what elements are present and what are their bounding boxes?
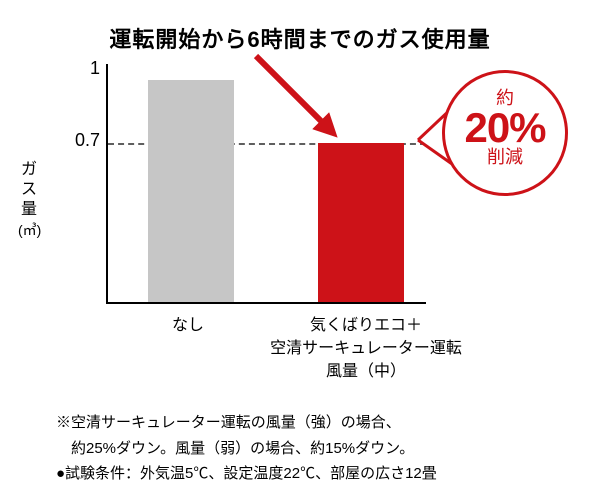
ylabel-char-1: ガ <box>21 161 37 178</box>
bar-baseline <box>148 80 234 302</box>
footnote-line-1: ※空清サーキュレーター運転の風量（強）の場合、 <box>56 410 437 436</box>
plot-area <box>106 64 426 304</box>
ylabel-char-2: ス <box>21 181 37 198</box>
chart-title: 運転開始から6時間までのガス使用量 <box>0 22 600 54</box>
reduction-badge: 約 20% 削減 <box>442 70 568 196</box>
chart-canvas: 運転開始から6時間までのガス使用量 ガ ス 量 (㎥) 1 0.7 約 20% … <box>0 0 600 500</box>
bar-eco-mode <box>318 143 404 302</box>
badge-line-3: 削減 <box>445 148 565 167</box>
x-label-eco-mode: 気くばりエコ＋空清サーキュレーター運転風量（中） <box>256 314 476 384</box>
x-label-baseline: なし <box>128 314 248 337</box>
ylabel-unit: (㎥) <box>18 222 40 240</box>
ytick-07: 0.7 <box>62 130 100 151</box>
badge-line-2: 20% <box>445 106 565 150</box>
footnotes: ※空清サーキュレーター運転の風量（強）の場合、 約25%ダウン。風量（弱）の場合… <box>56 410 437 487</box>
y-axis-label: ガ ス 量 (㎥) <box>18 160 40 240</box>
ytick-1: 1 <box>76 58 100 79</box>
footnote-line-2: 約25%ダウン。風量（弱）の場合、約15%ダウン。 <box>56 436 437 462</box>
ylabel-char-3: 量 <box>21 201 37 218</box>
footnote-line-3: ●試験条件：外気温5℃、設定温度22℃、部屋の広さ12畳 <box>56 461 437 487</box>
